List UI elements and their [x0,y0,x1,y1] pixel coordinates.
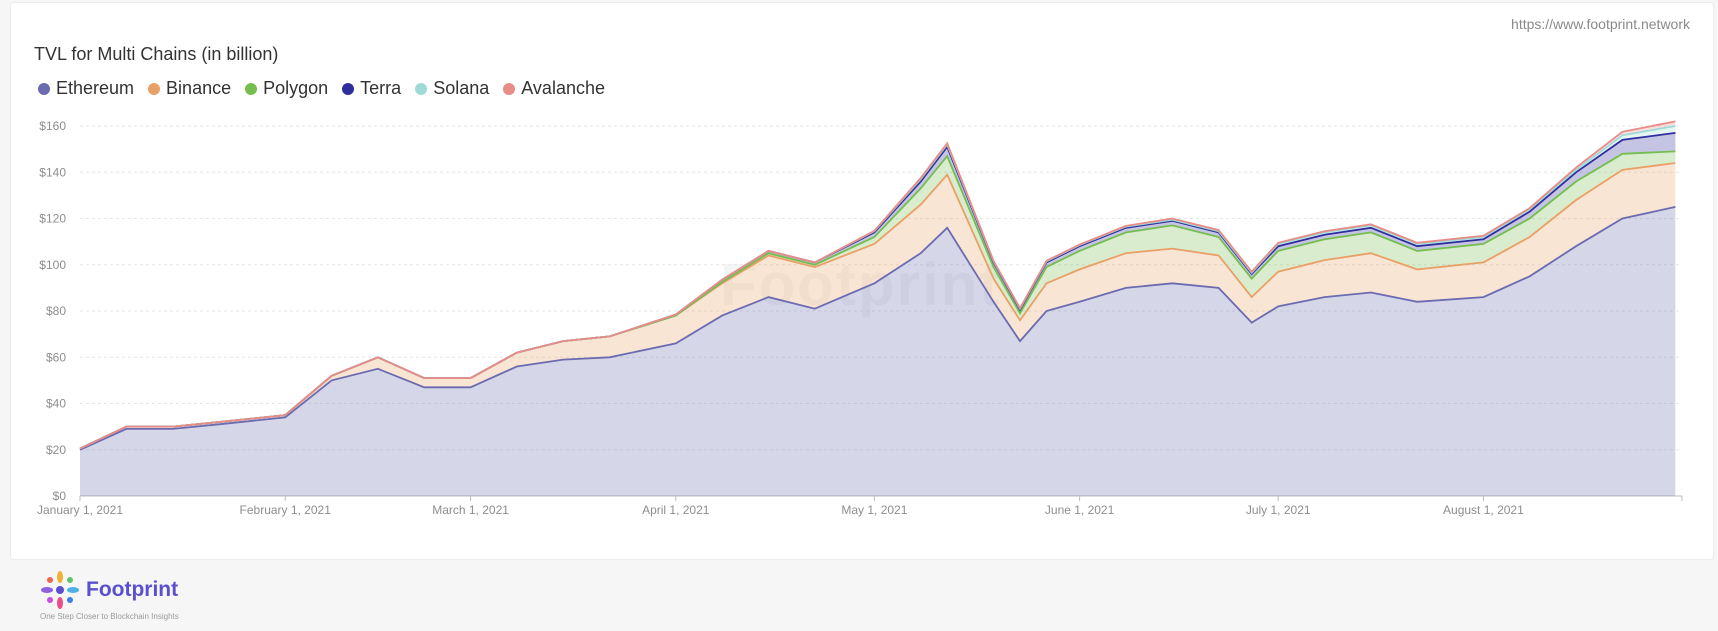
y-tick-label: $120 [39,212,66,226]
y-tick-label: $100 [39,258,66,272]
legend-label: Polygon [263,78,329,98]
legend-dot [503,82,516,95]
legend-dot [38,82,50,95]
x-tick-label: June 1, 2021 [1045,503,1115,517]
footprint-logo-icon [41,571,79,609]
x-tick-label: July 1, 2021 [1246,503,1311,517]
legend-label: Terra [360,78,402,98]
legend-dot [415,82,428,95]
y-tick-label: $60 [46,350,66,364]
area-binance [80,163,1676,450]
y-tick-label: $140 [39,165,66,179]
footer-tagline: One Step Closer to Blockchain Insights [40,612,179,621]
series-line-avalanche [79,120,1676,450]
legend-label: Binance [166,78,232,98]
x-tick-label: April 1, 2021 [642,503,710,517]
footer-logo[interactable]: Footprint [40,570,178,610]
x-tick-label: May 1, 2021 [841,503,907,517]
y-tick-label: $20 [46,443,66,457]
x-tick-label: January 1, 2021 [37,503,123,517]
y-tick-label: $160 [39,119,66,133]
legend-label: Solana [433,78,490,98]
legend-item-binance[interactable]: Binance [148,78,231,99]
legend-dot [148,82,161,95]
x-tick-label: August 1, 2021 [1443,503,1524,517]
area-ethereum [80,206,1676,496]
legend-label: Ethereum [56,78,135,98]
series-line-ethereum [79,206,1676,451]
chart-card [10,2,1714,560]
y-tick-label: $40 [46,397,66,411]
chart-legend: Ethereum Binance Polygon Terra Solana Avalanc… [38,78,605,99]
legend-dot [245,82,258,95]
legend-item-terra[interactable]: Terra [342,78,401,99]
legend-item-ethereum[interactable]: Ethereum [38,78,134,99]
legend-label: Avalanche [521,78,605,98]
legend-item-polygon[interactable]: Polygon [245,78,328,99]
legend-dot [342,82,355,95]
legend-item-solana[interactable]: Solana [415,78,489,99]
footer-brand: Footprint [86,578,179,601]
legend-item-avalanche[interactable]: Avalanche [503,78,605,99]
chart-title: TVL for Multi Chains (in billion) [34,44,279,64]
y-tick-label: $80 [46,304,66,318]
x-tick-label: February 1, 2021 [240,503,332,517]
y-tick-label: $0 [53,489,67,503]
site-url[interactable]: https://www.footprint.network [1511,16,1690,32]
x-tick-label: March 1, 2021 [432,503,509,517]
